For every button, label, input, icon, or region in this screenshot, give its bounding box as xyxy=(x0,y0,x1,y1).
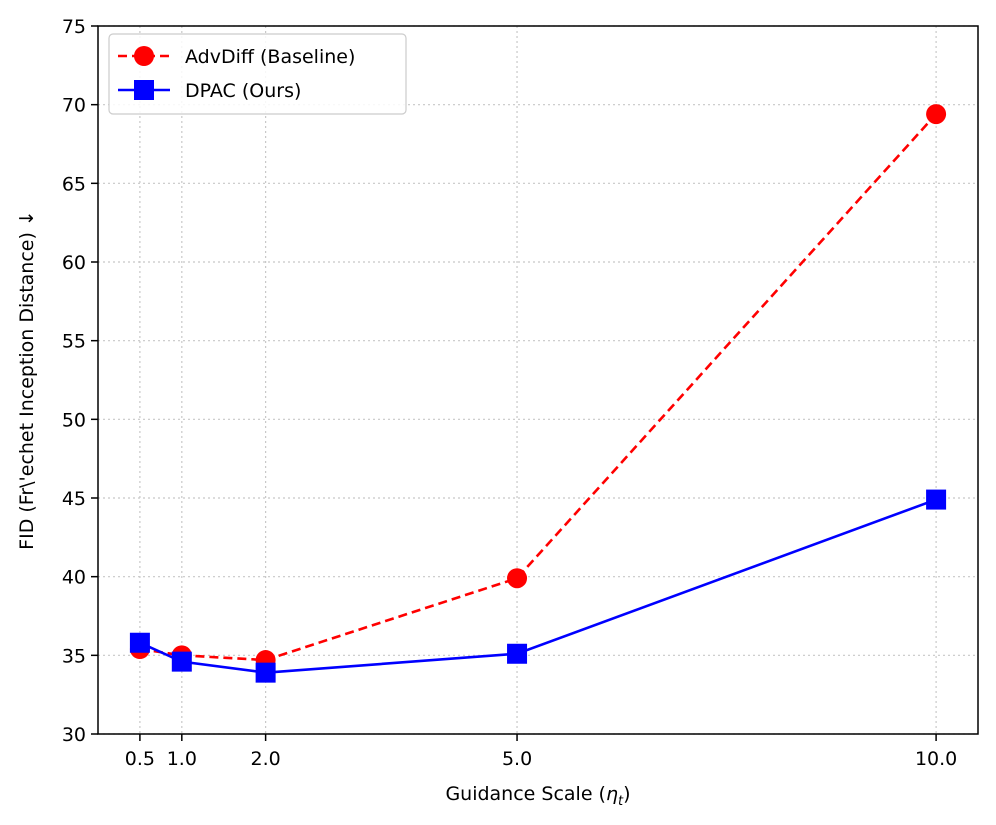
x-tick-label: 5.0 xyxy=(502,748,532,770)
legend-marker xyxy=(134,80,154,100)
y-tick-label: 30 xyxy=(62,724,86,746)
y-axis-label: FID (Fr\'echet Inception Distance) ↓ xyxy=(16,210,38,550)
x-tick-label: 10.0 xyxy=(915,748,957,770)
x-tick-label: 2.0 xyxy=(251,748,281,770)
series-1 xyxy=(129,489,947,683)
series-layer xyxy=(129,104,947,683)
y-tick-label: 75 xyxy=(62,16,86,38)
legend-frame xyxy=(108,33,407,115)
x-axis-label-text: Guidance Scale ( xyxy=(445,783,606,805)
tick-layer: 0.5 1.0 2.0 5.0 10.0 30 35 40 45 50 55 60 65 70 75 xyxy=(62,16,957,770)
data-point xyxy=(507,568,528,589)
y-tick-label: 45 xyxy=(62,488,86,510)
x-axis-label-close: ) xyxy=(623,783,630,805)
legend-entry-0: AdvDiff (Baseline) xyxy=(118,46,355,68)
x-axis-label-symbol: η xyxy=(606,783,618,805)
data-point xyxy=(926,104,947,125)
legend-label: AdvDiff (Baseline) xyxy=(185,46,355,68)
data-point xyxy=(129,632,150,653)
data-point xyxy=(171,651,192,672)
y-tick-label: 50 xyxy=(62,409,86,431)
legend-marker xyxy=(134,46,154,66)
legend-entry-1: DPAC (Ours) xyxy=(118,80,301,102)
x-axis-label: Guidance Scale (ηt) xyxy=(445,783,630,809)
data-point xyxy=(255,662,276,683)
data-point xyxy=(926,489,947,510)
legend: AdvDiff (Baseline) DPAC (Ours) xyxy=(108,33,407,115)
y-tick-label: 65 xyxy=(62,173,86,195)
x-tick-label: 1.0 xyxy=(167,748,197,770)
x-tick-label: 0.5 xyxy=(125,748,155,770)
x-axis-label-subscript: t xyxy=(618,794,624,809)
data-point xyxy=(507,643,528,664)
y-tick-label: 55 xyxy=(62,331,86,353)
legend-entries: AdvDiff (Baseline) DPAC (Ours) xyxy=(118,46,355,102)
legend-label: DPAC (Ours) xyxy=(185,80,301,102)
y-tick-label: 40 xyxy=(62,567,86,589)
y-tick-label: 60 xyxy=(62,252,86,274)
plot-frame xyxy=(97,25,979,735)
y-tick-label: 35 xyxy=(62,645,86,667)
y-tick-label: 70 xyxy=(62,95,86,117)
